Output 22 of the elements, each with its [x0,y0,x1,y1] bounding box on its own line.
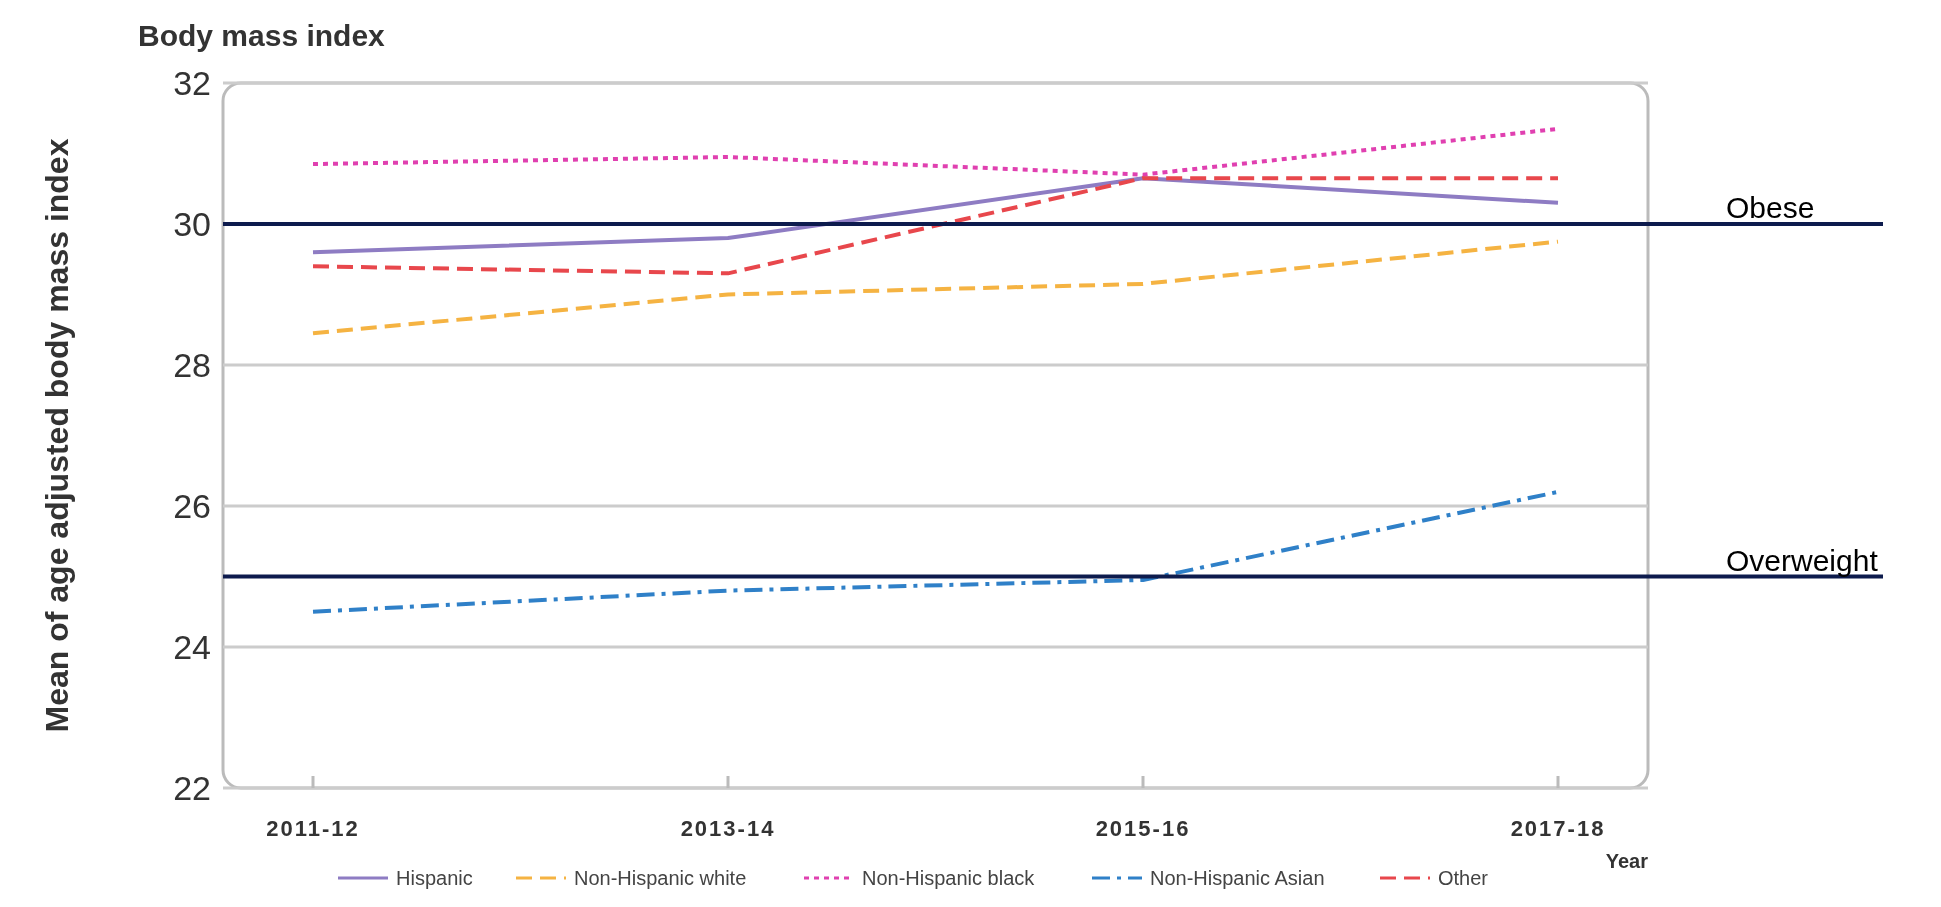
ref-line-label: Obese [1726,191,1815,224]
legend-label: Hispanic [396,867,473,889]
line-series [311,176,1560,255]
ref-line-label: Overweight [1726,543,1879,577]
line-series [311,239,1560,336]
x-tick-label: 2011-12 [266,816,360,841]
y-tick-label: 28 [173,345,211,384]
legend-label: Non-Hispanic black [862,867,1036,889]
legend-label: Non-Hispanic white [574,867,747,889]
y-tick-label: 32 [173,63,211,102]
y-tick-label: 26 [173,486,211,525]
x-tick-label: 2015-16 [1095,816,1191,841]
y-tick-label: 22 [173,768,211,807]
y-tick-label: 24 [173,627,211,666]
y-tick-label: 30 [173,204,211,243]
legend-label: Other [1438,867,1489,889]
x-axis-title: Year [1605,850,1649,872]
y-axis-title: Mean of age adjusted body mass index [39,138,75,733]
x-tick-label: 2017-18 [1510,816,1606,841]
chart-title: Body mass index [138,19,386,52]
legend-label: Non-Hispanic Asian [1150,867,1325,889]
x-tick-label: 2013-14 [680,816,776,841]
